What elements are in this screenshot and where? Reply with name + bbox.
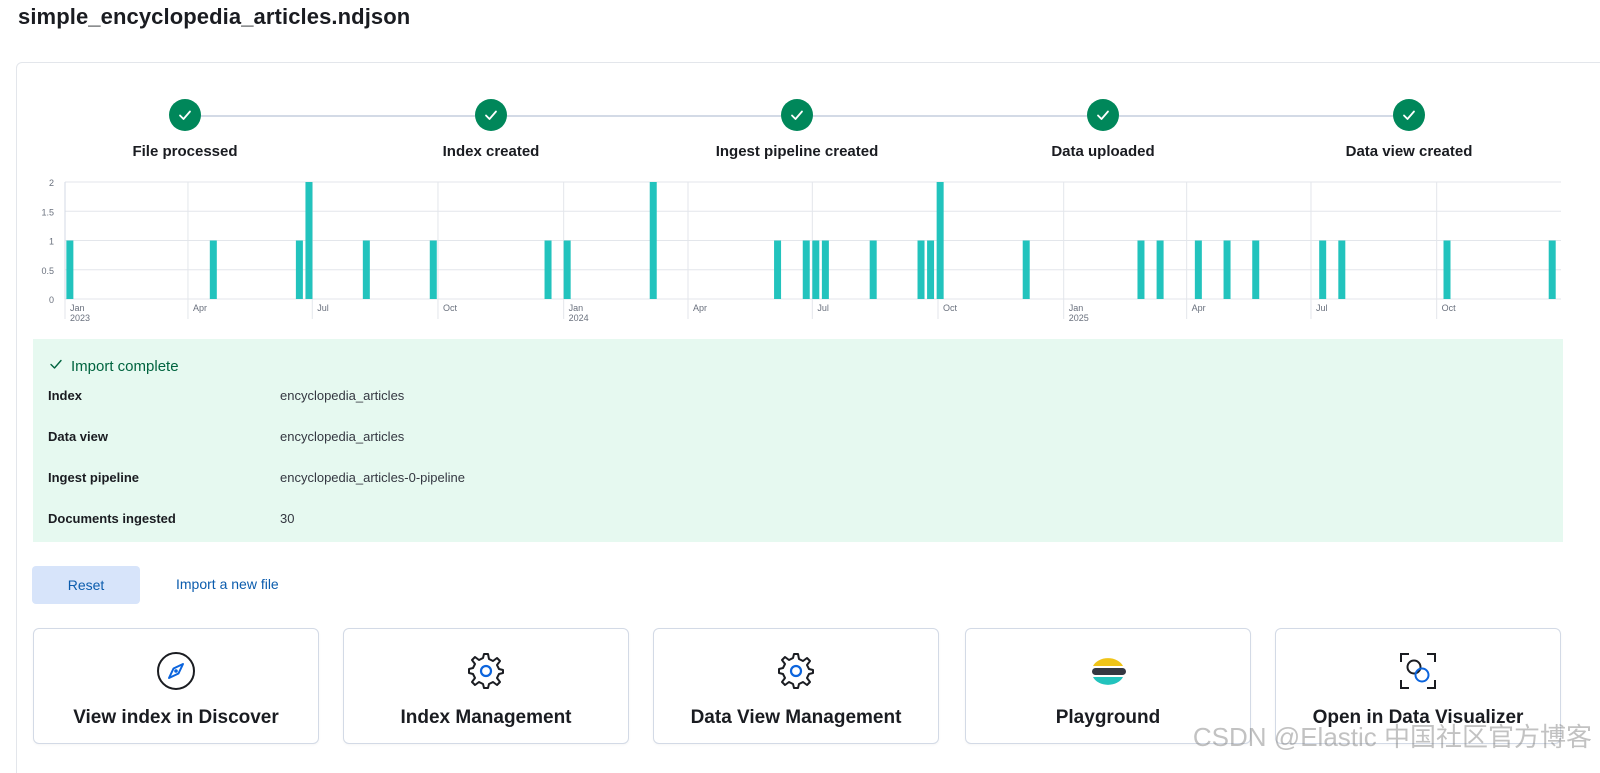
chart-bar: [295, 240, 303, 299]
chart-bar: [936, 182, 944, 299]
card-playground[interactable]: Playground: [965, 628, 1251, 744]
x-tick-label: Jul: [317, 303, 329, 313]
card-label: Index Management: [400, 707, 572, 728]
chart-bar: [917, 240, 925, 299]
chart-bar: [209, 240, 217, 299]
card-label: Data View Management: [690, 707, 902, 728]
x-tick-label: Apr: [193, 303, 207, 313]
chart-bar: [869, 240, 877, 299]
check-icon: [781, 99, 813, 131]
check-icon: [1393, 99, 1425, 131]
data-visualizer-icon: [1398, 651, 1438, 691]
chart-bar: [1319, 240, 1327, 299]
chart-bar: [812, 240, 820, 299]
result-key: Index: [48, 388, 82, 403]
chart-bar: [1137, 240, 1145, 299]
check-icon: [475, 99, 507, 131]
card-open-in-data-visualizer[interactable]: Open in Data Visualizer: [1275, 628, 1561, 744]
chart-bar: [1194, 240, 1202, 299]
x-tick-label: Jul: [817, 303, 829, 313]
result-key: Ingest pipeline: [48, 470, 140, 485]
y-tick-label: 2: [49, 178, 54, 188]
chart-bar: [1443, 240, 1451, 299]
x-tick-label: Apr: [693, 303, 707, 313]
callout-title: Import complete: [49, 357, 179, 375]
step-index-created: Index created: [391, 99, 591, 160]
check-icon: [169, 99, 201, 131]
chart-bar: [1338, 240, 1346, 299]
y-tick-label: 1.5: [41, 207, 54, 217]
y-tick-label: 1: [49, 237, 54, 247]
step-label: Data view created: [1345, 143, 1473, 160]
elastic-logo-icon: [1088, 651, 1128, 691]
step-ingest-pipeline-created: Ingest pipeline created: [697, 99, 897, 160]
chart-bar: [305, 182, 313, 299]
chart-bar: [821, 240, 829, 299]
chart-bar: [563, 240, 571, 299]
compass-icon: [156, 651, 196, 691]
result-value: encyclopedia_articles: [280, 429, 405, 444]
chart-bar: [1156, 240, 1164, 299]
step-data-uploaded: Data uploaded: [1003, 99, 1203, 160]
watermark: CSDN @Elastic 中国社区官方博客: [1192, 722, 1592, 752]
document-count-chart: 0 0.5 1 1.5 2 Jan 2023 Apr Jul Oct Jan 2024 Apr Jul Oc…: [0, 170, 1600, 330]
x-tick-year-label: 2024: [569, 313, 589, 323]
page-title: simple_encyclopedia_articles.ndjson: [18, 4, 411, 29]
step-file-processed: File processed: [85, 99, 285, 160]
step-label: File processed: [132, 143, 238, 160]
chart-bar: [1548, 240, 1556, 299]
callout-title-text: Import complete: [71, 357, 179, 375]
chart-bar: [362, 240, 370, 299]
card-label: View index in Discover: [73, 707, 279, 728]
y-tick-label: 0.5: [41, 266, 54, 276]
x-tick-label: Jul: [1316, 303, 1328, 313]
reset-button[interactable]: Reset: [32, 566, 140, 604]
check-icon: [49, 357, 63, 375]
y-tick-label: 0: [49, 295, 54, 305]
result-key: Documents ingested: [48, 511, 176, 526]
x-tick-label: Jan: [70, 303, 85, 313]
card-label: Playground: [1055, 707, 1161, 728]
import-new-file-link[interactable]: Import a new file: [176, 576, 279, 592]
result-value: encyclopedia_articles: [280, 388, 405, 403]
x-tick-label: Oct: [943, 303, 958, 313]
gear-icon: [466, 651, 506, 691]
x-tick-label: Oct: [443, 303, 458, 313]
result-key: Data view: [48, 429, 108, 444]
card-data-view-management[interactable]: Data View Management: [653, 628, 939, 744]
card-label: Open in Data Visualizer: [1312, 707, 1524, 728]
x-tick-label: Oct: [1442, 303, 1457, 313]
x-tick-year-label: 2023: [70, 313, 90, 323]
chart-bar: [544, 240, 552, 299]
chart-bar: [927, 240, 935, 299]
x-tick-label: Jan: [569, 303, 584, 313]
x-tick-year-label: 2025: [1069, 313, 1089, 323]
chart-bar: [802, 240, 810, 299]
card-index-management[interactable]: Index Management: [343, 628, 629, 744]
chart-bar: [1252, 240, 1260, 299]
chart-bar: [1223, 240, 1231, 299]
chart-bar: [774, 240, 782, 299]
step-label: Data uploaded: [1051, 143, 1155, 160]
card-view-index-in-discover[interactable]: View index in Discover: [33, 628, 319, 744]
check-icon: [1087, 99, 1119, 131]
x-tick-label: Jan: [1069, 303, 1084, 313]
result-value: 30: [280, 511, 295, 526]
step-label: Index created: [442, 143, 540, 160]
gear-icon: [776, 651, 816, 691]
result-value: encyclopedia_articles-0-pipeline: [280, 470, 465, 485]
chart-bar: [429, 240, 437, 299]
chart-bar: [649, 182, 657, 299]
step-data-view-created: Data view created: [1309, 99, 1509, 160]
chart-bar: [66, 240, 74, 299]
step-label: Ingest pipeline created: [715, 143, 879, 160]
x-tick-label: Apr: [1192, 303, 1206, 313]
import-complete-callout: Import complete Index encyclopedia_artic…: [33, 339, 1563, 542]
chart-bar: [1022, 240, 1030, 299]
